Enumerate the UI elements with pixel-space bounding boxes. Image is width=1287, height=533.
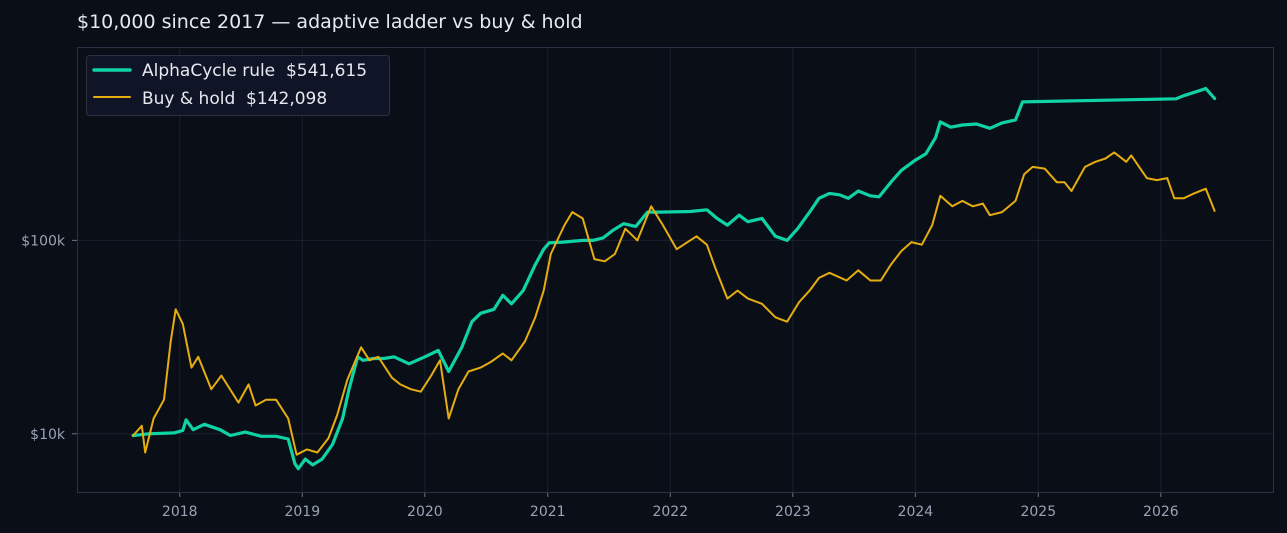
y-tick-label-100000: $100k xyxy=(21,233,66,249)
x-tick-label-2019: 2019 xyxy=(284,504,320,520)
legend-label-alphacycle: AlphaCycle rule $541,615 xyxy=(142,61,367,81)
chart-title: $10,000 since 2017 — adaptive ladder vs … xyxy=(77,11,583,33)
x-tick-label-2018: 2018 xyxy=(162,504,198,520)
y-tick-label-10000: $10k xyxy=(30,427,66,443)
legend-box xyxy=(86,55,390,116)
legend: AlphaCycle rule $541,615 Buy & hold $142… xyxy=(86,55,390,116)
series-lines xyxy=(131,86,1217,471)
series-line-buy-hold xyxy=(132,151,1216,456)
x-tick-label-2026: 2026 xyxy=(1143,504,1179,520)
x-tick-label-2023: 2023 xyxy=(775,504,811,520)
plot-frame xyxy=(77,47,1274,493)
x-tick-label-2020: 2020 xyxy=(407,504,443,520)
x-tick-label-2022: 2022 xyxy=(652,504,688,520)
series-line-alphacycle xyxy=(131,86,1217,471)
axis-ticks: 2018 2019 2020 2021 2022 2023 2024 2025 2026 $10k… xyxy=(21,233,1179,520)
x-tick-label-2024: 2024 xyxy=(898,504,934,520)
x-tick-label-2021: 2021 xyxy=(530,504,566,520)
grid xyxy=(77,47,1273,492)
legend-label-buy-hold: Buy & hold $142,098 xyxy=(142,89,327,109)
x-tick-label-2025: 2025 xyxy=(1020,504,1056,520)
